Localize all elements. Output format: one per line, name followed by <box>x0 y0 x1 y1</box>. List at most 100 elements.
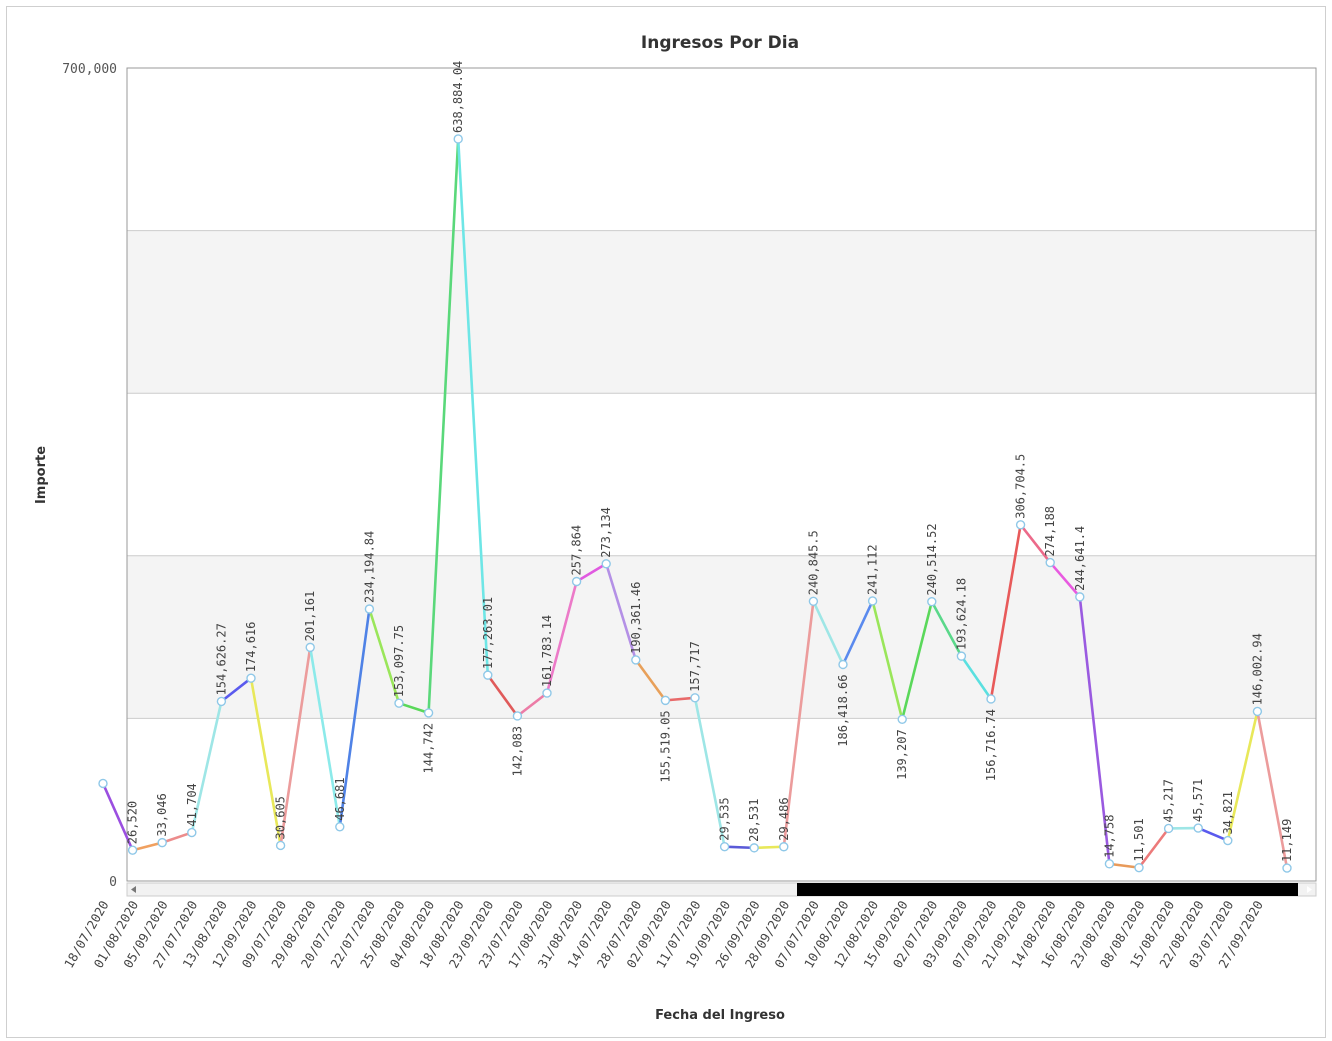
data-point[interactable] <box>808 596 819 606</box>
data-point[interactable] <box>601 559 611 569</box>
y-axis-title: Importe <box>34 446 49 504</box>
data-point[interactable] <box>956 651 967 661</box>
data-label: 186,418.66 <box>836 674 850 746</box>
data-label: 156,716.74 <box>984 709 998 781</box>
data-point[interactable] <box>127 845 138 855</box>
data-point[interactable] <box>216 696 227 707</box>
data-point[interactable] <box>1163 823 1174 834</box>
series-segment <box>693 696 726 848</box>
series-segment <box>220 676 253 703</box>
series-segment <box>841 599 874 666</box>
data-point[interactable] <box>779 842 789 852</box>
data-point[interactable] <box>1045 557 1055 568</box>
series-segment <box>1256 710 1289 870</box>
series-segment <box>575 562 608 583</box>
data-point[interactable] <box>660 695 671 706</box>
data-label: 45,571 <box>1191 779 1205 822</box>
data-label: 161,783.14 <box>540 615 554 687</box>
data-label: 241,112 <box>866 544 880 595</box>
data-label: 29,535 <box>718 797 732 840</box>
series-points <box>98 134 1292 873</box>
data-point[interactable] <box>719 841 730 852</box>
data-label: 177,263.01 <box>481 597 495 669</box>
scroll-right-arrow-icon[interactable] <box>1307 886 1312 893</box>
series-segment <box>812 599 845 666</box>
data-label: 142,083 <box>510 726 524 777</box>
data-point[interactable] <box>986 694 996 704</box>
data-label: 33,046 <box>155 793 169 836</box>
data-point[interactable] <box>1193 823 1203 833</box>
data-label: 638,884.04 <box>451 61 465 133</box>
data-label: 146,002.94 <box>1250 633 1264 705</box>
series-lines <box>101 137 1289 870</box>
data-label: 274,188 <box>1043 506 1057 557</box>
data-point[interactable] <box>838 659 848 670</box>
data-point[interactable] <box>542 688 552 698</box>
data-point[interactable] <box>483 670 493 680</box>
data-label: 257,864 <box>570 525 584 576</box>
data-point[interactable] <box>927 596 937 607</box>
grid-band <box>127 555 1316 719</box>
data-point[interactable] <box>1134 862 1144 873</box>
data-point[interactable] <box>394 698 404 708</box>
series-segment <box>1078 595 1111 866</box>
data-label: 34,821 <box>1221 791 1235 834</box>
series-segment <box>368 607 401 705</box>
x-tick-labels: 18/07/202001/08/202005/09/202027/07/2020… <box>61 898 1266 971</box>
data-point[interactable] <box>1104 859 1115 869</box>
data-label: 139,207 <box>895 729 909 780</box>
data-point[interactable] <box>98 778 108 789</box>
series-segment <box>486 673 519 718</box>
series-segment <box>101 782 134 852</box>
chart-title: Ingresos Por Dia <box>641 33 799 53</box>
data-point[interactable] <box>453 134 463 144</box>
series-segment <box>131 841 164 852</box>
data-point[interactable] <box>512 711 523 721</box>
chart-frame: Ingresos Por Dia Importe Fecha del Ingre… <box>6 6 1326 1038</box>
data-point[interactable] <box>275 840 286 851</box>
data-label: 29,486 <box>777 797 791 840</box>
grid-band <box>127 230 1316 394</box>
data-point[interactable] <box>1252 706 1263 717</box>
data-point[interactable] <box>897 714 907 725</box>
scroll-left-arrow-icon[interactable] <box>131 886 136 893</box>
series-segment <box>545 580 578 695</box>
data-point[interactable] <box>690 693 700 703</box>
data-point[interactable] <box>157 837 167 848</box>
data-point[interactable] <box>1282 863 1292 873</box>
data-point[interactable] <box>423 708 434 718</box>
data-point[interactable] <box>631 655 641 665</box>
data-point[interactable] <box>364 604 375 614</box>
data-point[interactable] <box>571 576 582 587</box>
data-label: 45,217 <box>1162 779 1176 822</box>
horizontal-scrollbar[interactable] <box>126 882 1317 897</box>
data-label: 144,742 <box>422 723 436 774</box>
series-segment <box>160 831 194 844</box>
plot-area-border <box>126 67 1317 882</box>
series-segment <box>634 658 667 702</box>
data-point[interactable] <box>246 673 256 683</box>
series-segment <box>308 646 342 829</box>
data-point[interactable] <box>1075 592 1085 602</box>
series-segment <box>1108 862 1141 869</box>
data-point[interactable] <box>1015 520 1026 530</box>
series-segment <box>279 646 312 847</box>
data-point[interactable] <box>305 642 315 653</box>
data-label: 193,624.18 <box>954 578 968 650</box>
data-label: 153,097.75 <box>392 625 406 697</box>
series-segment <box>604 562 638 662</box>
series-segment <box>782 599 815 849</box>
data-label: 190,361.46 <box>629 582 643 654</box>
series-segment <box>664 696 697 702</box>
series-segment <box>871 599 904 721</box>
series-segment <box>427 137 460 715</box>
data-point[interactable] <box>867 596 878 606</box>
data-point[interactable] <box>749 843 759 853</box>
data-label: 155,519.05 <box>658 710 672 782</box>
data-point[interactable] <box>187 827 197 838</box>
x-axis-title: Fecha del Ingreso <box>655 1008 785 1023</box>
data-label: 234,194.84 <box>362 531 376 603</box>
data-point[interactable] <box>1223 835 1233 846</box>
scrollbar-thumb[interactable] <box>797 883 1298 896</box>
data-point[interactable] <box>335 822 345 832</box>
